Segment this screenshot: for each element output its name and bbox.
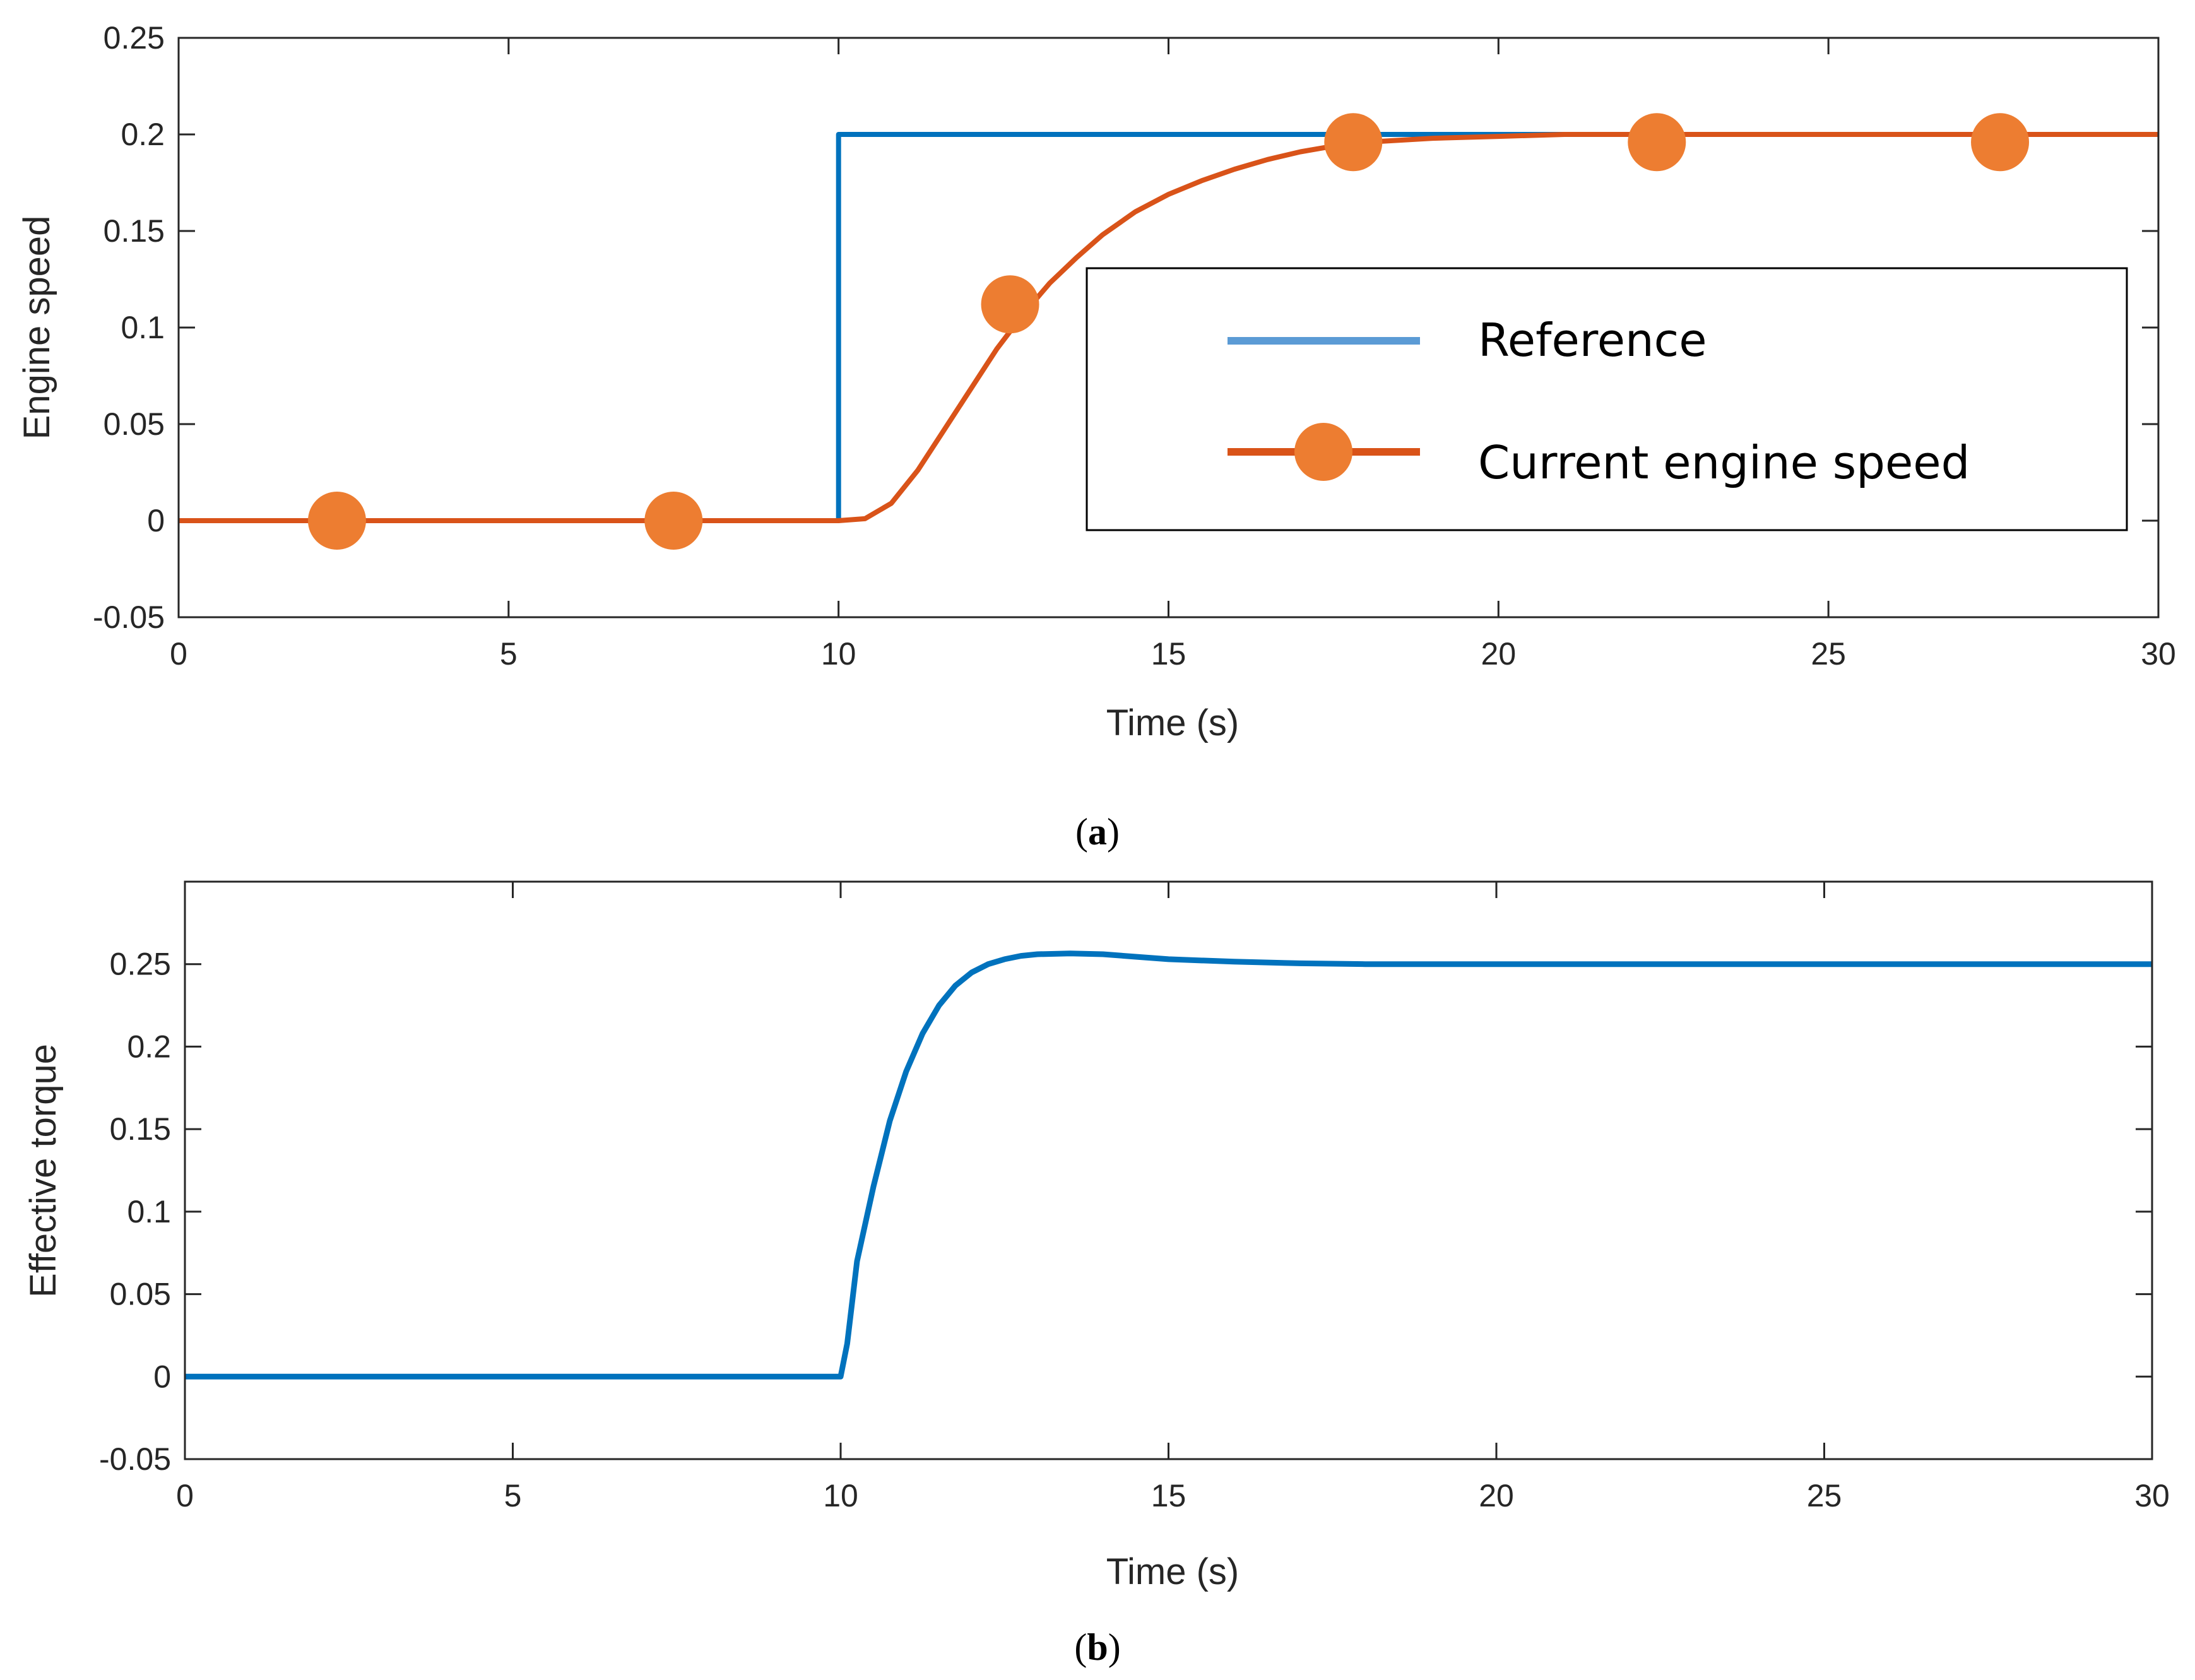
panel-a-series	[179, 113, 2158, 550]
panel-a-y-axis-label: Engine speed	[16, 216, 57, 440]
y-tick-label: 0.2	[121, 117, 165, 152]
legend-current-label: Current engine speed	[1478, 436, 1970, 489]
panel-b-y-axis-label: Effective torque	[23, 1044, 64, 1298]
panel-b-caption: (b)	[1074, 1626, 1120, 1668]
data-marker	[1971, 113, 2030, 172]
data-marker	[644, 492, 703, 550]
x-tick-label: 15	[1151, 636, 1186, 671]
legend-reference-label: Reference	[1478, 314, 1707, 367]
panel-b-plot-frame	[184, 880, 2153, 1460]
y-tick-label: 0.1	[121, 310, 165, 345]
panel-a-x-tick-labels: 0 5 10 15 20 25 30	[170, 636, 2176, 671]
panel-a-caption-letter: a	[1088, 811, 1107, 853]
y-tick-label: 0	[153, 1359, 171, 1394]
data-marker	[981, 275, 1039, 334]
x-tick-label: 30	[2141, 636, 2176, 671]
data-marker	[307, 492, 366, 550]
y-tick-label: 0.1	[127, 1194, 171, 1229]
x-tick-label: 20	[1479, 1478, 1514, 1513]
legend-box	[1086, 267, 2128, 531]
panel-a-caption: (a)	[1075, 811, 1120, 853]
panel-a-y-tick-labels: -0.05 0 0.05 0.1 0.15 0.2 0.25	[93, 20, 165, 635]
data-marker	[1324, 113, 1383, 172]
x-tick-label: 5	[504, 1478, 522, 1513]
x-tick-label: 20	[1481, 636, 1517, 671]
y-tick-label: 0.25	[104, 20, 165, 56]
panel-b-x-tick-labels: 0 5 10 15 20 25 30	[176, 1478, 2170, 1513]
panel-a-x-axis-label: Time (s)	[1106, 702, 1239, 743]
x-tick-label: 0	[176, 1478, 194, 1513]
x-tick-label: 10	[821, 636, 856, 671]
data-marker	[1628, 113, 1686, 172]
x-tick-label: 15	[1151, 1478, 1186, 1513]
panel-b-y-tick-labels: -0.05 0 0.05 0.1 0.15 0.2 0.25	[99, 947, 171, 1477]
panel-a-legend: Reference Current engine speed	[1086, 267, 2128, 531]
y-tick-label: -0.05	[99, 1441, 171, 1477]
panel-b-caption-letter: b	[1087, 1626, 1108, 1668]
y-tick-label: 0.15	[110, 1111, 171, 1147]
panel-a-plot-frame	[177, 37, 2160, 618]
x-tick-label: 5	[500, 636, 518, 671]
series-line-effective-torque	[185, 950, 2152, 1380]
y-tick-label: -0.05	[93, 600, 165, 635]
panel-b-series	[185, 950, 2152, 1380]
series-line-current-engine-speed	[179, 132, 2158, 523]
legend-current-marker	[1294, 423, 1352, 481]
x-tick-label: 30	[2134, 1478, 2170, 1513]
x-tick-label: 10	[823, 1478, 858, 1513]
x-tick-label: 25	[1807, 1478, 1842, 1513]
panel-b-x-axis-label: Time (s)	[1106, 1551, 1239, 1592]
y-tick-label: 0	[147, 503, 165, 538]
y-tick-label: 0.15	[104, 213, 165, 249]
y-tick-label: 0.05	[104, 406, 165, 442]
x-tick-label: 25	[1811, 636, 1846, 671]
x-tick-label: 0	[170, 636, 187, 671]
y-tick-label: 0.05	[110, 1277, 171, 1312]
y-tick-label: 0.2	[127, 1029, 171, 1064]
y-tick-label: 0.25	[110, 947, 171, 982]
